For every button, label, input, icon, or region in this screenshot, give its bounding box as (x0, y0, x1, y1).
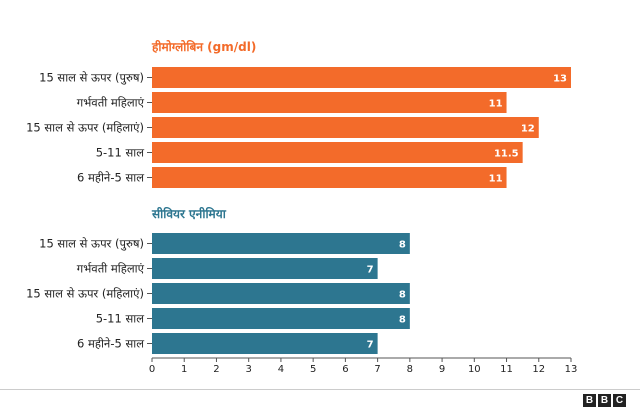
x-tick-label: 1 (181, 364, 187, 375)
category-label: 5-11 साल (96, 312, 145, 326)
category-label: गर्भवती महिलाएं (77, 96, 145, 110)
bar (152, 333, 378, 354)
bbc-logo-letter-1: B (583, 394, 596, 407)
bar (152, 258, 378, 279)
bar-value-label: 11 (489, 99, 503, 110)
category-label: 5-11 साल (96, 146, 145, 160)
x-tick-label: 8 (407, 364, 413, 375)
bar (152, 142, 523, 163)
footer-divider (0, 389, 640, 390)
chart: हीमोग्लोबिन (gm/dl) 15 साल से ऊपर (पुरुष)… (26, 40, 578, 375)
bbc-logo-letter-2: B (598, 394, 611, 407)
bbc-logo: B B C (583, 394, 626, 407)
x-tick-label: 3 (246, 364, 252, 375)
x-tick-label: 6 (342, 364, 348, 375)
group-title-2: सीवियर एनीमिया (151, 207, 227, 221)
bar (152, 67, 571, 88)
bar-value-label: 7 (367, 340, 374, 351)
bar (152, 167, 507, 188)
bar (152, 92, 507, 113)
category-label: 15 साल से ऊपर (पुरुष) (39, 237, 144, 252)
x-tick-label: 13 (565, 364, 578, 375)
x-tick-label: 12 (532, 364, 545, 375)
bar-value-label: 8 (399, 240, 406, 251)
bar-value-label: 8 (399, 290, 406, 301)
bar-value-label: 7 (367, 265, 374, 276)
bar-value-label: 12 (521, 124, 535, 135)
x-tick-label: 11 (500, 364, 513, 375)
category-label: 6 महीने-5 साल (77, 337, 144, 351)
bar-value-label: 8 (399, 315, 406, 326)
bar (152, 283, 410, 304)
x-tick-label: 7 (374, 364, 380, 375)
x-tick-label: 2 (213, 364, 219, 375)
group-title-1: हीमोग्लोबिन (gm/dl) (151, 40, 256, 54)
bar-value-label: 13 (553, 74, 567, 85)
bar-value-label: 11 (489, 174, 503, 185)
x-tick-label: 10 (468, 364, 481, 375)
bar (152, 308, 410, 329)
category-label: 6 महीने-5 साल (77, 171, 144, 185)
category-label: 15 साल से ऊपर (पुरुष) (39, 71, 144, 86)
category-label: गर्भवती महिलाएं (77, 262, 145, 276)
category-label: 15 साल से ऊपर (महिलाएं) (26, 287, 144, 301)
bar (152, 117, 539, 138)
category-label: 15 साल से ऊपर (महिलाएं) (26, 121, 144, 135)
bar-value-label: 11.5 (494, 149, 519, 160)
bar (152, 233, 410, 254)
x-tick-label: 5 (310, 364, 316, 375)
x-tick-label: 4 (278, 364, 284, 375)
bbc-logo-letter-3: C (613, 394, 626, 407)
x-tick-label: 9 (439, 364, 445, 375)
x-tick-label: 0 (149, 364, 155, 375)
